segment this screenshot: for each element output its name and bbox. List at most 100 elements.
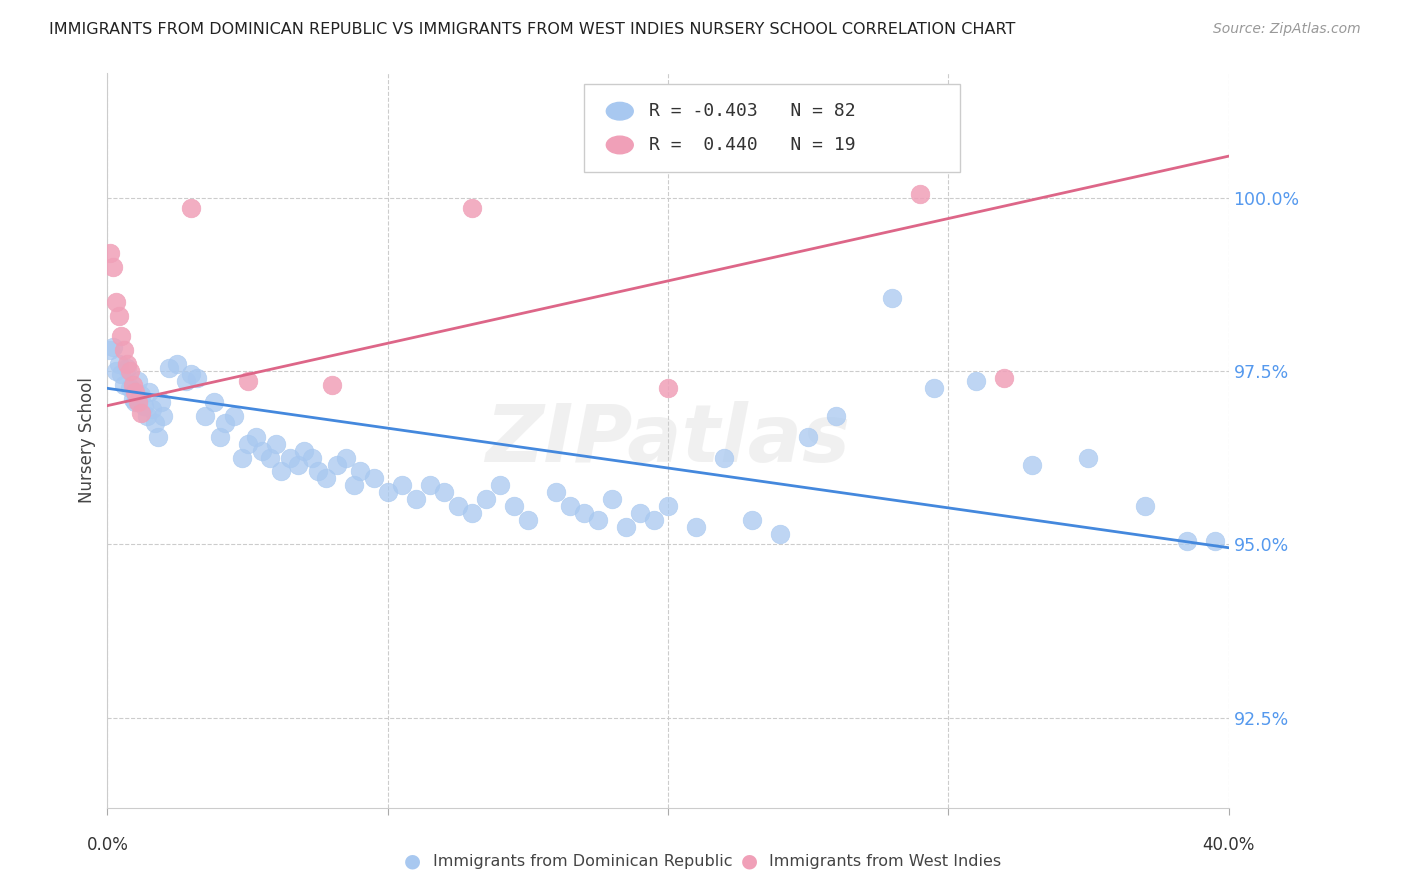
Point: [657, 381, 679, 395]
Circle shape: [606, 136, 633, 153]
Point: [141, 402, 163, 417]
Point: [377, 485, 399, 500]
Point: [363, 471, 385, 485]
Point: [614, 520, 637, 534]
Point: [208, 430, 231, 444]
Y-axis label: Nursery School: Nursery School: [79, 377, 96, 503]
Point: [1077, 450, 1099, 465]
Point: [146, 430, 169, 444]
Point: [107, 357, 129, 371]
Point: [121, 392, 143, 406]
Point: [769, 526, 792, 541]
Text: ●: ●: [405, 852, 422, 871]
Point: [558, 499, 581, 513]
Point: [143, 416, 166, 430]
Point: [202, 395, 225, 409]
Point: [250, 443, 273, 458]
Point: [115, 357, 138, 371]
Point: [910, 187, 932, 202]
Point: [335, 450, 357, 465]
Text: R = -0.403   N = 82: R = -0.403 N = 82: [650, 103, 856, 120]
Point: [965, 375, 987, 389]
Point: [1204, 533, 1226, 548]
Point: [1133, 499, 1156, 513]
Point: [104, 364, 127, 378]
Point: [292, 443, 315, 458]
Point: [544, 485, 567, 500]
Point: [214, 416, 236, 430]
Point: [600, 492, 623, 507]
Point: [461, 506, 484, 520]
Point: [278, 450, 301, 465]
Point: [572, 506, 595, 520]
Point: [180, 368, 202, 382]
Point: [98, 343, 121, 358]
Point: [741, 513, 763, 527]
Point: [447, 499, 470, 513]
Point: [124, 384, 146, 399]
Point: [194, 409, 217, 423]
Point: [132, 399, 155, 413]
Point: [127, 375, 149, 389]
Point: [713, 450, 735, 465]
Point: [259, 450, 281, 465]
Point: [488, 478, 510, 492]
Text: Source: ZipAtlas.com: Source: ZipAtlas.com: [1213, 22, 1361, 37]
FancyBboxPatch shape: [583, 84, 959, 172]
Point: [121, 377, 143, 392]
Point: [115, 360, 138, 375]
Point: [685, 520, 707, 534]
Point: [315, 471, 337, 485]
Point: [1175, 533, 1198, 548]
Point: [475, 492, 498, 507]
Point: [129, 406, 152, 420]
Point: [135, 409, 157, 423]
Point: [419, 478, 441, 492]
Point: [349, 465, 371, 479]
Point: [98, 246, 121, 260]
Point: [166, 357, 188, 371]
Point: [461, 201, 484, 215]
Point: [993, 371, 1015, 385]
Point: [180, 201, 202, 215]
Text: ●: ●: [741, 852, 758, 871]
Point: [110, 329, 132, 343]
Point: [405, 492, 427, 507]
Text: ZIPatlas: ZIPatlas: [485, 401, 851, 479]
Point: [391, 478, 413, 492]
Point: [157, 360, 180, 375]
Point: [502, 499, 524, 513]
Point: [287, 458, 309, 472]
Point: [343, 478, 366, 492]
Point: [825, 409, 848, 423]
Point: [516, 513, 538, 527]
Point: [127, 395, 149, 409]
Point: [149, 395, 172, 409]
Point: [270, 465, 292, 479]
Point: [301, 450, 323, 465]
Point: [245, 430, 267, 444]
Point: [107, 309, 129, 323]
Point: [101, 260, 124, 274]
Point: [110, 368, 132, 382]
Point: [628, 506, 651, 520]
Point: [657, 499, 679, 513]
Point: [797, 430, 820, 444]
Point: [222, 409, 245, 423]
Text: Immigrants from West Indies: Immigrants from West Indies: [769, 854, 1001, 869]
Point: [433, 485, 456, 500]
Point: [112, 343, 135, 358]
Point: [326, 458, 349, 472]
Text: IMMIGRANTS FROM DOMINICAN REPUBLIC VS IMMIGRANTS FROM WEST INDIES NURSERY SCHOOL: IMMIGRANTS FROM DOMINICAN REPUBLIC VS IM…: [49, 22, 1015, 37]
Point: [236, 375, 259, 389]
Point: [118, 381, 141, 395]
Point: [586, 513, 609, 527]
Point: [118, 364, 141, 378]
Point: [152, 409, 174, 423]
Point: [236, 436, 259, 450]
Point: [882, 291, 904, 305]
Text: 0.0%: 0.0%: [86, 836, 128, 855]
Point: [101, 340, 124, 354]
Circle shape: [606, 103, 633, 120]
Point: [186, 371, 208, 385]
